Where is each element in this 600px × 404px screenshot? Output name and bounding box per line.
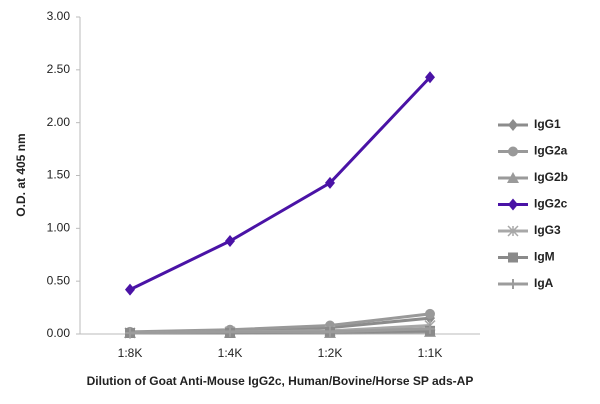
x-axis-title: Dilution of Goat Anti-Mouse IgG2c, Human… xyxy=(87,374,474,388)
x-tick-label: 1:1K xyxy=(418,346,443,360)
y-tick-label: 2.50 xyxy=(47,62,71,76)
x-tick-label: 1:8K xyxy=(118,346,143,360)
series-line xyxy=(129,327,431,335)
y-tick-label: 2.00 xyxy=(47,115,71,129)
x-tick-label: 1:4K xyxy=(218,346,243,360)
marker xyxy=(425,308,435,319)
marker xyxy=(325,176,335,189)
legend-label: IgA xyxy=(534,276,554,290)
x-tick-label: 1:2K xyxy=(318,346,343,360)
marker xyxy=(425,323,435,334)
y-tick-label: 0.00 xyxy=(47,326,71,340)
series-line xyxy=(129,312,431,334)
marker xyxy=(508,252,518,263)
marker xyxy=(508,279,518,289)
legend-label: IgG2c xyxy=(534,197,568,211)
marker xyxy=(225,326,235,337)
marker xyxy=(325,326,335,337)
marker xyxy=(125,327,135,338)
legend-label: IgG1 xyxy=(534,117,561,131)
legend-label: IgG2a xyxy=(534,144,568,158)
marker xyxy=(508,198,518,211)
y-tick-label: 1.50 xyxy=(47,168,71,182)
legend-label: IgG2b xyxy=(534,170,568,184)
marker xyxy=(125,283,135,296)
marker xyxy=(507,172,519,183)
marker xyxy=(508,146,518,157)
legend-label: IgM xyxy=(534,250,555,264)
series-line xyxy=(129,76,432,291)
legend-label: IgG3 xyxy=(534,223,561,237)
marker xyxy=(507,225,519,237)
y-tick-label: 3.00 xyxy=(47,9,71,23)
marker xyxy=(425,71,435,84)
y-tick-label: 0.50 xyxy=(47,273,71,287)
y-axis-title: O.D. at 405 nm xyxy=(14,133,28,216)
marker xyxy=(225,235,235,248)
marker xyxy=(508,119,518,131)
y-tick-label: 1.00 xyxy=(47,221,71,235)
